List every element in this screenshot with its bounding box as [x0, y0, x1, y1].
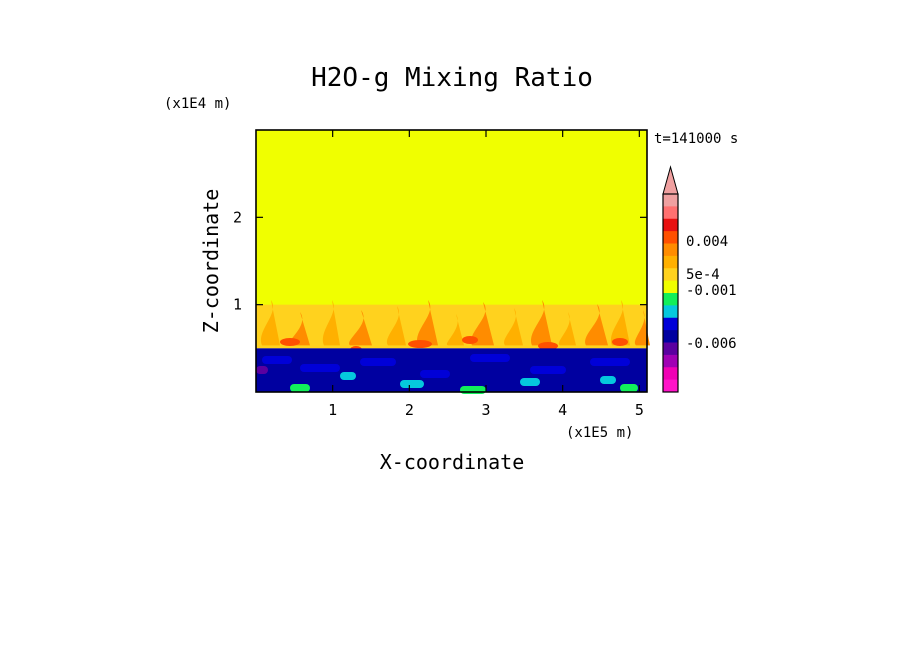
colorbar-swatch [663, 194, 678, 207]
x-axis-label: X-coordinate [380, 450, 525, 474]
y-axis-label: Z-coordinate [199, 189, 223, 334]
y-tick-label: 1 [233, 296, 242, 314]
colorbar-label: -0.001 [686, 283, 737, 299]
x-tick-label: 4 [558, 401, 567, 419]
boundary-layer-cell [520, 378, 540, 386]
colorbar-swatch [663, 206, 678, 220]
colorbar-swatch [663, 354, 678, 368]
x-tick-label: 3 [481, 401, 490, 419]
mixed-layer-plume [585, 304, 608, 346]
boundary-layer-cell [290, 384, 310, 392]
boundary-layer-cell [360, 358, 396, 366]
colorbar-swatch [663, 243, 678, 257]
mixed-layer-plume [349, 310, 372, 346]
colorbar-swatch [663, 330, 678, 343]
mixed-layer-peak [408, 340, 432, 348]
plot-frame [255, 129, 648, 393]
mixed-layer-plume [611, 300, 630, 346]
plot-field [256, 130, 650, 394]
boundary-layer-cell [620, 384, 638, 392]
colorbar-label: 0.004 [686, 234, 728, 250]
mixed-layer-plume [417, 300, 438, 346]
colorbar-extend-arrow [662, 165, 679, 195]
field-upper-atmosphere [256, 130, 647, 306]
colorbar-swatch [663, 280, 678, 294]
y-tick-label: 2 [233, 208, 242, 226]
mixed-layer-plume [261, 300, 280, 346]
mixed-layer-plume [387, 306, 406, 346]
colorbar-swatch [663, 317, 678, 331]
colorbar-swatch [663, 255, 678, 269]
x-unit-label: (x1E5 m) [566, 425, 633, 441]
x-axis: 1 2 3 4 5 [328, 130, 644, 419]
x-tick-label: 2 [405, 401, 414, 419]
chart-title: H2O-g Mixing Ratio [311, 63, 593, 93]
colorbar-swatch [663, 367, 678, 381]
boundary-layer-cell [400, 380, 424, 388]
colorbar-swatch [663, 305, 678, 319]
colorbar-label: 5e-4 [686, 267, 720, 283]
boundary-layer-cell [256, 366, 268, 374]
boundary-layer-cell [590, 358, 630, 366]
colorbar-frame [662, 193, 679, 393]
colorbar-swatch [663, 293, 678, 306]
boundary-layer-cell [470, 354, 510, 362]
colorbar: 0.004 5e-4-0.001 -0.006 [662, 165, 737, 393]
time-label: t=141000 s [654, 131, 738, 147]
colorbar-swatch [663, 231, 678, 244]
x-tick-label: 5 [635, 401, 644, 419]
mixed-layer-plume [558, 312, 576, 346]
boundary-layer-cell [300, 364, 340, 372]
mixed-layer-peak [538, 342, 558, 350]
mixed-layer-plume [446, 314, 464, 346]
y-unit-label: (x1E4 m) [164, 96, 231, 112]
colorbar-swatch [663, 268, 678, 282]
boundary-layer-cell [530, 366, 566, 374]
mixed-layer-plume [504, 308, 523, 346]
mixed-layer-plume [322, 300, 340, 346]
mixed-layer-peak [462, 336, 478, 344]
colorbar-swatch [663, 379, 678, 393]
colorbar-label: -0.006 [686, 336, 737, 352]
colorbar-swatch [663, 342, 678, 356]
mixed-layer-plume [531, 300, 552, 346]
boundary-layer-cell [600, 376, 616, 384]
mixed-layer-plume [289, 312, 310, 346]
mixed-layer-peak [280, 338, 300, 346]
mixed-layer-peak [612, 338, 628, 346]
boundary-layer-cell [262, 356, 292, 364]
mixed-layer-plume [471, 302, 494, 346]
boundary-layer-cell [420, 370, 450, 378]
colorbar-swatch [663, 218, 678, 232]
boundary-layer-cell [340, 372, 356, 380]
y-axis: 12 [233, 208, 647, 314]
x-tick-label: 1 [328, 401, 337, 419]
